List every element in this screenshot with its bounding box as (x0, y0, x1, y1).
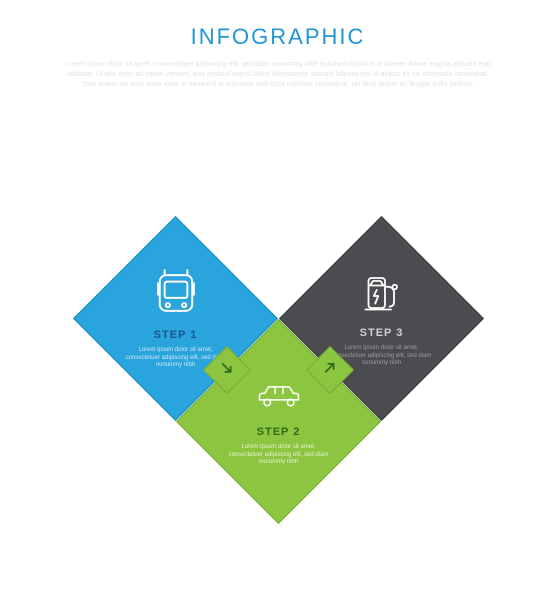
car-icon (252, 376, 304, 416)
step-3-label: Step 3 (359, 327, 403, 339)
charger-icon (357, 269, 405, 317)
step-1-label: Step 1 (153, 329, 197, 341)
step-2-desc: Lorem ipsum dolor sit amet, consectetuer… (207, 444, 350, 467)
step-2-tile: Step 2 Lorem ipsum dolor sit amet, conse… (175, 319, 380, 524)
bus-icon (149, 267, 201, 319)
infographic-canvas: Infographic Lorem ipsum dolor sit amet, … (0, 0, 556, 600)
page-title: Infographic (0, 24, 556, 50)
arrow-up-right-icon (322, 360, 338, 381)
step-2-label: Step 2 (256, 426, 300, 438)
page-subtitle: Lorem ipsum dolor sit amet, consectetuer… (60, 60, 496, 89)
arrow-down-right-icon (219, 360, 235, 381)
